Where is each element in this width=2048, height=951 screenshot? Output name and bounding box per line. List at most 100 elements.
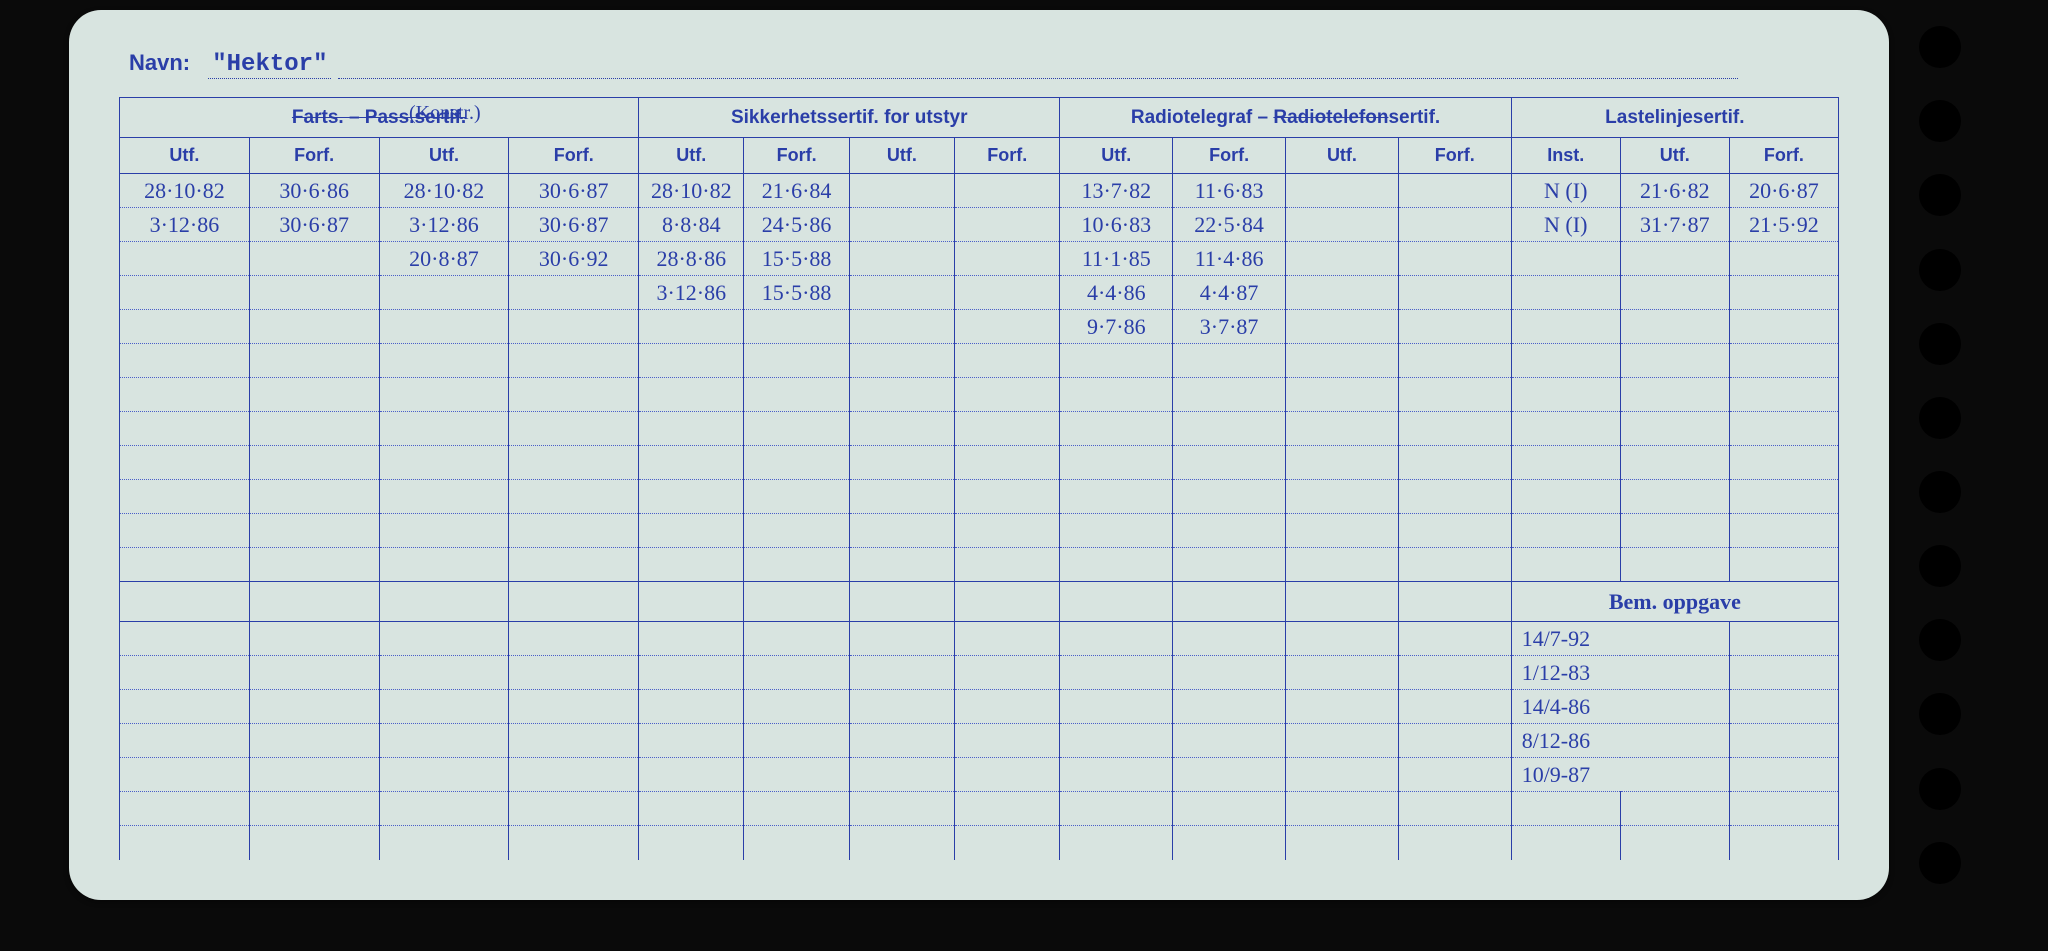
cell — [744, 758, 849, 792]
cell — [1620, 514, 1729, 548]
table-row — [120, 514, 1839, 548]
cell — [849, 656, 954, 690]
cell — [1286, 826, 1399, 860]
cell — [849, 242, 954, 276]
cell — [1060, 548, 1173, 582]
cell: 28·10·82 — [120, 174, 250, 208]
navn-value: "Hektor" — [208, 51, 331, 79]
cell — [639, 826, 744, 860]
cell — [744, 310, 849, 344]
table-row — [120, 446, 1839, 480]
cell — [639, 446, 744, 480]
cell — [379, 344, 509, 378]
cell — [1173, 480, 1286, 514]
cell — [249, 724, 379, 758]
bem-oppgave-cell: 10/9-87 — [1511, 758, 1729, 792]
cell — [1511, 344, 1620, 378]
cell — [1398, 656, 1511, 690]
cell — [1060, 480, 1173, 514]
cell — [1511, 792, 1620, 826]
cell — [849, 208, 954, 242]
cell — [1173, 758, 1286, 792]
cell — [509, 344, 639, 378]
cell — [1398, 344, 1511, 378]
cell — [1060, 378, 1173, 412]
binder-hole — [1919, 693, 1961, 735]
binder-hole — [1919, 842, 1961, 884]
cell — [249, 412, 379, 446]
cell — [744, 792, 849, 826]
cell: 13·7·82 — [1060, 174, 1173, 208]
cell — [1286, 514, 1399, 548]
cell — [1729, 514, 1838, 548]
cell — [1398, 690, 1511, 724]
cell — [1286, 690, 1399, 724]
cell — [1173, 622, 1286, 656]
cell — [849, 758, 954, 792]
cell — [1173, 412, 1286, 446]
binder-hole — [1919, 768, 1961, 810]
cell — [509, 412, 639, 446]
col-forf: Forf. — [1398, 138, 1511, 174]
cell — [1398, 174, 1511, 208]
table-row: 28·10·8230·6·8628·10·8230·6·8728·10·8221… — [120, 174, 1839, 208]
cell — [1398, 412, 1511, 446]
cell — [955, 826, 1060, 860]
cell — [249, 622, 379, 656]
cell — [1060, 514, 1173, 548]
cell — [1729, 412, 1838, 446]
cell — [120, 242, 250, 276]
cell — [1060, 412, 1173, 446]
handwritten-note: (Konstr.) — [409, 102, 481, 125]
cell — [509, 548, 639, 582]
cell: 21·6·82 — [1620, 174, 1729, 208]
cell — [1060, 826, 1173, 860]
cell — [120, 826, 250, 860]
cell — [744, 446, 849, 480]
cell — [955, 724, 1060, 758]
cell — [744, 582, 849, 622]
cell — [249, 826, 379, 860]
cell — [1620, 792, 1729, 826]
col-forf: Forf. — [955, 138, 1060, 174]
cell — [1286, 174, 1399, 208]
cell — [249, 758, 379, 792]
cell: 9·7·86 — [1060, 310, 1173, 344]
cell — [1398, 310, 1511, 344]
cell — [1729, 310, 1838, 344]
col-utf: Utf. — [1286, 138, 1399, 174]
cell — [639, 480, 744, 514]
cell — [379, 378, 509, 412]
cell — [1511, 548, 1620, 582]
cell — [639, 758, 744, 792]
cell — [639, 548, 744, 582]
cell — [509, 690, 639, 724]
col-utf: Utf. — [120, 138, 250, 174]
cell: 11·1·85 — [1060, 242, 1173, 276]
cell — [1511, 514, 1620, 548]
cell — [849, 378, 954, 412]
index-card: Navn: "Hektor" (Konstr.) Farts. – Pass.s… — [69, 10, 1889, 900]
cell — [1620, 276, 1729, 310]
cell — [120, 276, 250, 310]
cell — [744, 656, 849, 690]
cell — [955, 174, 1060, 208]
cell — [120, 548, 250, 582]
col-inst: Inst. — [1511, 138, 1620, 174]
cell — [1286, 276, 1399, 310]
cell — [509, 276, 639, 310]
cell — [744, 514, 849, 548]
cell — [955, 344, 1060, 378]
table-row: 3·12·8630·6·873·12·8630·6·878·8·8424·5·8… — [120, 208, 1839, 242]
bem-oppgave-cell: 8/12-86 — [1511, 724, 1729, 758]
cell — [1729, 792, 1838, 826]
cell — [1729, 276, 1838, 310]
cell — [120, 690, 250, 724]
cell — [1060, 446, 1173, 480]
cell — [744, 622, 849, 656]
cell — [379, 276, 509, 310]
binder-hole — [1919, 26, 1961, 68]
cell — [639, 792, 744, 826]
navn-dotted-line — [338, 57, 1738, 79]
cell — [509, 582, 639, 622]
